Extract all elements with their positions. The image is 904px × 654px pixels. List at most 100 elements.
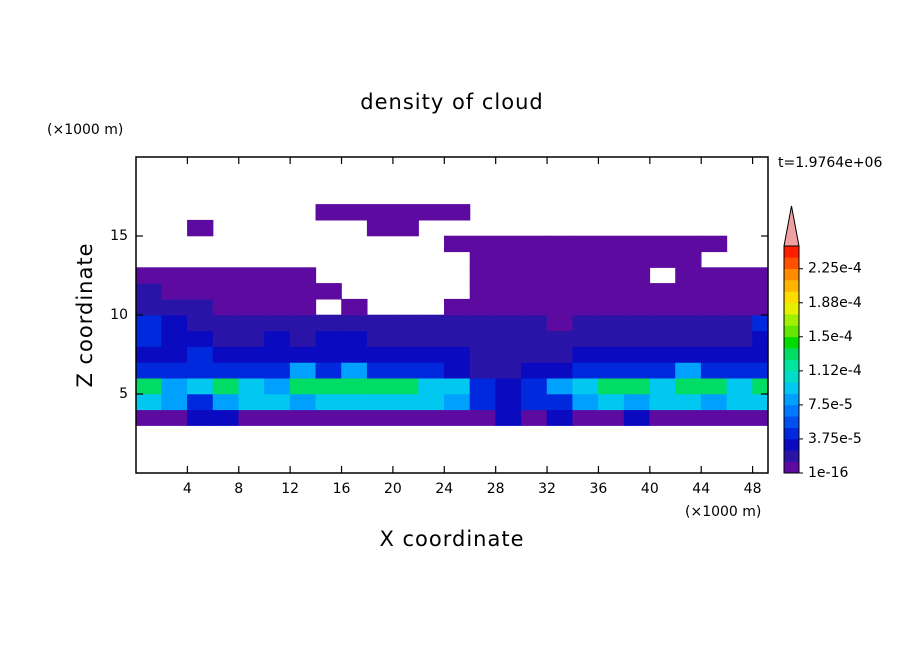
contour-cell bbox=[521, 314, 548, 332]
contour-cell bbox=[726, 346, 753, 363]
contour-cell bbox=[752, 330, 768, 347]
y-tick-label: 5 bbox=[119, 386, 128, 402]
contour-cell bbox=[315, 330, 342, 347]
contour-cell bbox=[264, 267, 291, 284]
contour-cell bbox=[546, 377, 574, 395]
contour-cell bbox=[264, 330, 291, 347]
contour-cell bbox=[726, 314, 753, 332]
contour-cell bbox=[623, 298, 651, 316]
contour-cell bbox=[649, 283, 676, 300]
contour-cell bbox=[238, 346, 265, 363]
contour-cell bbox=[289, 409, 317, 426]
contour-cell bbox=[598, 298, 625, 316]
contour-cell bbox=[546, 314, 574, 332]
contour-cell bbox=[521, 409, 548, 426]
contour-cell bbox=[212, 283, 240, 300]
contour-cell bbox=[341, 330, 368, 347]
contour-cell bbox=[675, 377, 702, 395]
contour-cell bbox=[572, 314, 599, 332]
contour-cell bbox=[264, 346, 291, 363]
colorbar-band bbox=[784, 325, 799, 338]
contour-cell bbox=[187, 362, 214, 379]
contour-cell bbox=[366, 362, 394, 379]
colorbar-tick-label: 2.25e-4 bbox=[808, 261, 862, 277]
contour-cell bbox=[136, 283, 162, 300]
contour-cell bbox=[521, 377, 548, 395]
contour-cell bbox=[546, 330, 574, 347]
contour-cell bbox=[289, 393, 317, 411]
contour-cell bbox=[341, 204, 368, 221]
contour-cell bbox=[161, 393, 188, 411]
contour-cell bbox=[598, 409, 625, 426]
contour-cell bbox=[289, 330, 317, 347]
contour-cell bbox=[623, 393, 651, 411]
contour-cell bbox=[495, 377, 522, 395]
contour-cell bbox=[623, 251, 651, 268]
contour-cell bbox=[136, 409, 162, 426]
contour-cell bbox=[161, 362, 188, 379]
contour-cell bbox=[598, 283, 625, 300]
contour-cell bbox=[469, 393, 496, 411]
colorbar-band bbox=[784, 291, 799, 304]
contour-cell bbox=[238, 314, 265, 332]
contour-cell bbox=[418, 314, 445, 332]
contour-cell bbox=[264, 283, 291, 300]
contour-cell bbox=[469, 267, 496, 284]
contour-cell bbox=[289, 346, 317, 363]
contour-cell bbox=[418, 346, 445, 363]
contour-cell bbox=[700, 283, 728, 300]
contour-cell bbox=[598, 267, 625, 284]
contour-cell bbox=[521, 251, 548, 268]
contour-cell bbox=[392, 204, 419, 221]
y-unit: (×1000 m) bbox=[47, 122, 123, 138]
contour-cell bbox=[418, 377, 445, 395]
contour-cell bbox=[546, 346, 574, 363]
contour-cell bbox=[572, 283, 599, 300]
x-tick-label: 32 bbox=[538, 481, 556, 497]
contour-cell bbox=[136, 314, 162, 332]
contour-cell bbox=[521, 393, 548, 411]
annotation: t=1.9764e+06 bbox=[778, 155, 882, 171]
contour-cell bbox=[238, 362, 265, 379]
contour-cell bbox=[161, 298, 188, 316]
contour-cell bbox=[136, 393, 162, 411]
contour-cell bbox=[649, 251, 676, 268]
x-tick-label: 16 bbox=[333, 481, 351, 497]
colorbar-band bbox=[784, 314, 799, 326]
contour-cell bbox=[521, 283, 548, 300]
contour-cell bbox=[649, 298, 676, 316]
contour-cell bbox=[675, 283, 702, 300]
contour-cell bbox=[546, 409, 574, 426]
contour-cell bbox=[546, 267, 574, 284]
contour-cell bbox=[675, 235, 702, 253]
contour-cell bbox=[598, 377, 625, 395]
contour-cell bbox=[700, 314, 728, 332]
contour-cell bbox=[726, 267, 753, 284]
contour-cell bbox=[572, 393, 599, 411]
contour-cell bbox=[623, 314, 651, 332]
contour-cell bbox=[752, 314, 768, 332]
contour-cell bbox=[495, 283, 522, 300]
contour-cell bbox=[418, 393, 445, 411]
contour-cell bbox=[469, 314, 496, 332]
contour-cell bbox=[392, 393, 419, 411]
contour-cell bbox=[289, 314, 317, 332]
contour-cell bbox=[649, 314, 676, 332]
colorbar-tick-label: 3.75e-5 bbox=[808, 431, 862, 447]
contour-cell bbox=[315, 314, 342, 332]
contour-cell bbox=[623, 377, 651, 395]
contour-cell bbox=[675, 314, 702, 332]
contour-cell bbox=[469, 330, 496, 347]
contour-cell bbox=[187, 219, 214, 237]
contour-cell bbox=[752, 362, 768, 379]
contour-cell bbox=[238, 298, 265, 316]
contour-cell bbox=[443, 298, 471, 316]
contour-cell bbox=[418, 330, 445, 347]
x-tick-label: 48 bbox=[744, 481, 762, 497]
contour-cell bbox=[289, 283, 317, 300]
contour-cell bbox=[238, 267, 265, 284]
contour-cell bbox=[366, 393, 394, 411]
x-tick-label: 20 bbox=[384, 481, 402, 497]
contour-cell bbox=[546, 235, 574, 253]
